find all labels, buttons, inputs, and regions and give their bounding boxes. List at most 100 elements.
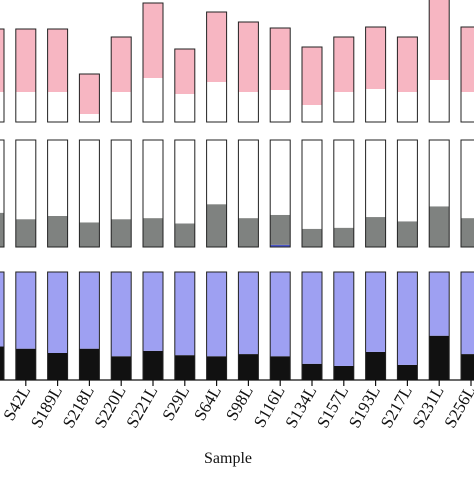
x-tick-label-S64L: S64L <box>190 383 225 424</box>
bar-segment-middle-S189L-2 <box>47 140 68 216</box>
x-tick-label-S256L: S256L <box>440 383 474 432</box>
bar-segment-middle-S64L-1 <box>206 204 227 247</box>
bar-segment-middle-S220L-1 <box>111 219 132 247</box>
bar-segment-middle-S116L-2 <box>270 140 291 215</box>
bar-outline-middle-S256L <box>460 139 474 248</box>
bar-outline-top-S193L <box>365 26 387 123</box>
bar-segment-bottom-S220L-0 <box>111 356 132 380</box>
bar-segment-top-S256L-0 <box>461 92 474 122</box>
bar-outline-middle-S29L <box>174 139 196 248</box>
bar-segment-middle-S193L-1 <box>365 217 386 247</box>
bar-segment-top-S193L-1 <box>365 27 386 89</box>
bar-segment-middle-S218L-1 <box>79 222 100 247</box>
bar-outline-middle-S231L <box>428 139 450 248</box>
bar-segment-middle-S29L-2 <box>174 140 195 224</box>
bar-segment-middle-S218L-2 <box>79 140 100 223</box>
bar-segment-top-S193L-0 <box>365 89 386 122</box>
bar-segment-top-S220L-0 <box>111 92 132 122</box>
bar-segment-bottom-S217L-1 <box>397 272 418 365</box>
bar-segment-middle-S116L-1 <box>270 214 291 245</box>
bar-segment-middle-S189L-1 <box>47 215 68 247</box>
x-tick-label-S231L: S231L <box>409 383 448 432</box>
x-tick-label-S157L: S157L <box>313 383 352 432</box>
bar-segment-top-S64L-1 <box>206 12 227 82</box>
bar-outline-top-S134L <box>301 46 323 123</box>
bar-segment-middle-S134L-2 <box>302 140 322 229</box>
bar-outline-middle-S116L <box>269 139 291 248</box>
bar-segment-middle-S231L-1 <box>429 206 450 247</box>
x-axis-title: Sample <box>204 450 252 467</box>
bar-segment-middle-S116L-0 <box>270 244 291 247</box>
bar-outline-top-S217L <box>396 36 418 123</box>
bar-segment-bottom-S231L-0 <box>429 335 450 380</box>
x-tick-label-S220L: S220L <box>91 383 130 432</box>
bar-outline-top-S221L <box>142 2 164 123</box>
bars-layer <box>0 0 474 381</box>
bar-segment-bottom-S189L-1 <box>47 272 68 353</box>
x-tick-label-S41L: S41L <box>0 383 2 424</box>
bar-segment-top-S189L-0 <box>47 92 68 122</box>
x-tick-label-S134L: S134L <box>281 383 320 432</box>
bar-outline-top-S41L <box>0 28 5 123</box>
bar-segment-middle-S256L-1 <box>461 218 474 247</box>
bar-outline-middle-S189L <box>47 139 69 248</box>
bar-segment-middle-S217L-2 <box>397 140 418 222</box>
bar-outline-top-S98L <box>237 21 259 123</box>
x-tick-label-S221L: S221L <box>122 383 161 432</box>
bar-segment-middle-S64L-2 <box>206 140 227 205</box>
bar-segment-bottom-S256L-0 <box>461 354 474 380</box>
bar-outline-middle-S220L <box>110 139 132 248</box>
bar-segment-top-S116L-1 <box>270 28 291 90</box>
bar-segment-top-S98L-0 <box>238 92 259 122</box>
x-tick-label-S218L: S218L <box>59 383 98 432</box>
bar-segment-bottom-S231L-1 <box>429 272 450 336</box>
bar-outline-middle-S41L <box>0 139 5 248</box>
bar-segment-bottom-S116L-0 <box>270 356 291 380</box>
bar-segment-top-S217L-1 <box>397 37 418 92</box>
bar-segment-top-S231L-0 <box>429 80 450 122</box>
bar-segment-bottom-S64L-0 <box>206 356 227 380</box>
bar-segment-top-S98L-1 <box>238 22 259 92</box>
bar-segment-middle-S256L-2 <box>461 140 474 219</box>
bar-segment-middle-S42L-2 <box>15 140 36 220</box>
bar-segment-middle-S221L-2 <box>143 140 163 219</box>
bar-segment-bottom-S134L-0 <box>302 363 322 380</box>
bar-segment-middle-S98L-2 <box>238 140 259 219</box>
bar-outline-bottom-S41L <box>0 271 5 381</box>
bar-outline-middle-S98L <box>237 139 259 248</box>
bar-outline-middle-S217L <box>396 139 418 248</box>
bar-outline-top-S218L <box>78 73 100 123</box>
bar-segment-bottom-S221L-0 <box>143 350 163 380</box>
bar-segment-top-S157L-1 <box>333 37 354 92</box>
bar-segment-bottom-S98L-0 <box>238 354 259 380</box>
bar-segment-top-S256L-1 <box>461 27 474 92</box>
bar-segment-middle-S42L-1 <box>15 219 36 247</box>
bar-outline-top-S116L <box>269 27 291 123</box>
bar-segment-middle-S134L-1 <box>302 228 322 247</box>
bar-segment-bottom-S218L-1 <box>79 272 100 349</box>
x-ticks-layer: S41LS42LS189LS218LS220LS221LS29LS64LS98L… <box>0 380 474 431</box>
bar-segment-bottom-S29L-0 <box>174 355 195 380</box>
bar-segment-top-S42L-1 <box>15 29 36 92</box>
bar-segment-bottom-S221L-1 <box>143 272 163 351</box>
bar-outline-middle-S134L <box>301 139 323 248</box>
bar-segment-top-S220L-1 <box>111 37 132 92</box>
bar-segment-middle-S217L-1 <box>397 221 418 247</box>
bar-segment-middle-S41L-1 <box>0 212 4 247</box>
bar-segment-top-S157L-0 <box>333 92 354 122</box>
bar-outline-middle-S218L <box>78 139 100 248</box>
bar-segment-middle-S41L-2 <box>0 140 4 213</box>
bar-segment-top-S29L-0 <box>174 94 195 122</box>
bar-outline-middle-S221L <box>142 139 164 248</box>
bar-segment-top-S134L-0 <box>302 105 322 122</box>
bar-segment-middle-S157L-1 <box>333 227 354 247</box>
bar-segment-bottom-S29L-1 <box>174 272 195 356</box>
bar-outline-top-S64L <box>206 11 228 123</box>
bar-segment-bottom-S134L-1 <box>302 272 322 364</box>
bar-segment-middle-S220L-2 <box>111 140 132 220</box>
bar-segment-top-S218L-1 <box>79 74 100 114</box>
bar-segment-bottom-S41L-1 <box>0 272 4 347</box>
bar-segment-bottom-S116L-1 <box>270 272 291 357</box>
